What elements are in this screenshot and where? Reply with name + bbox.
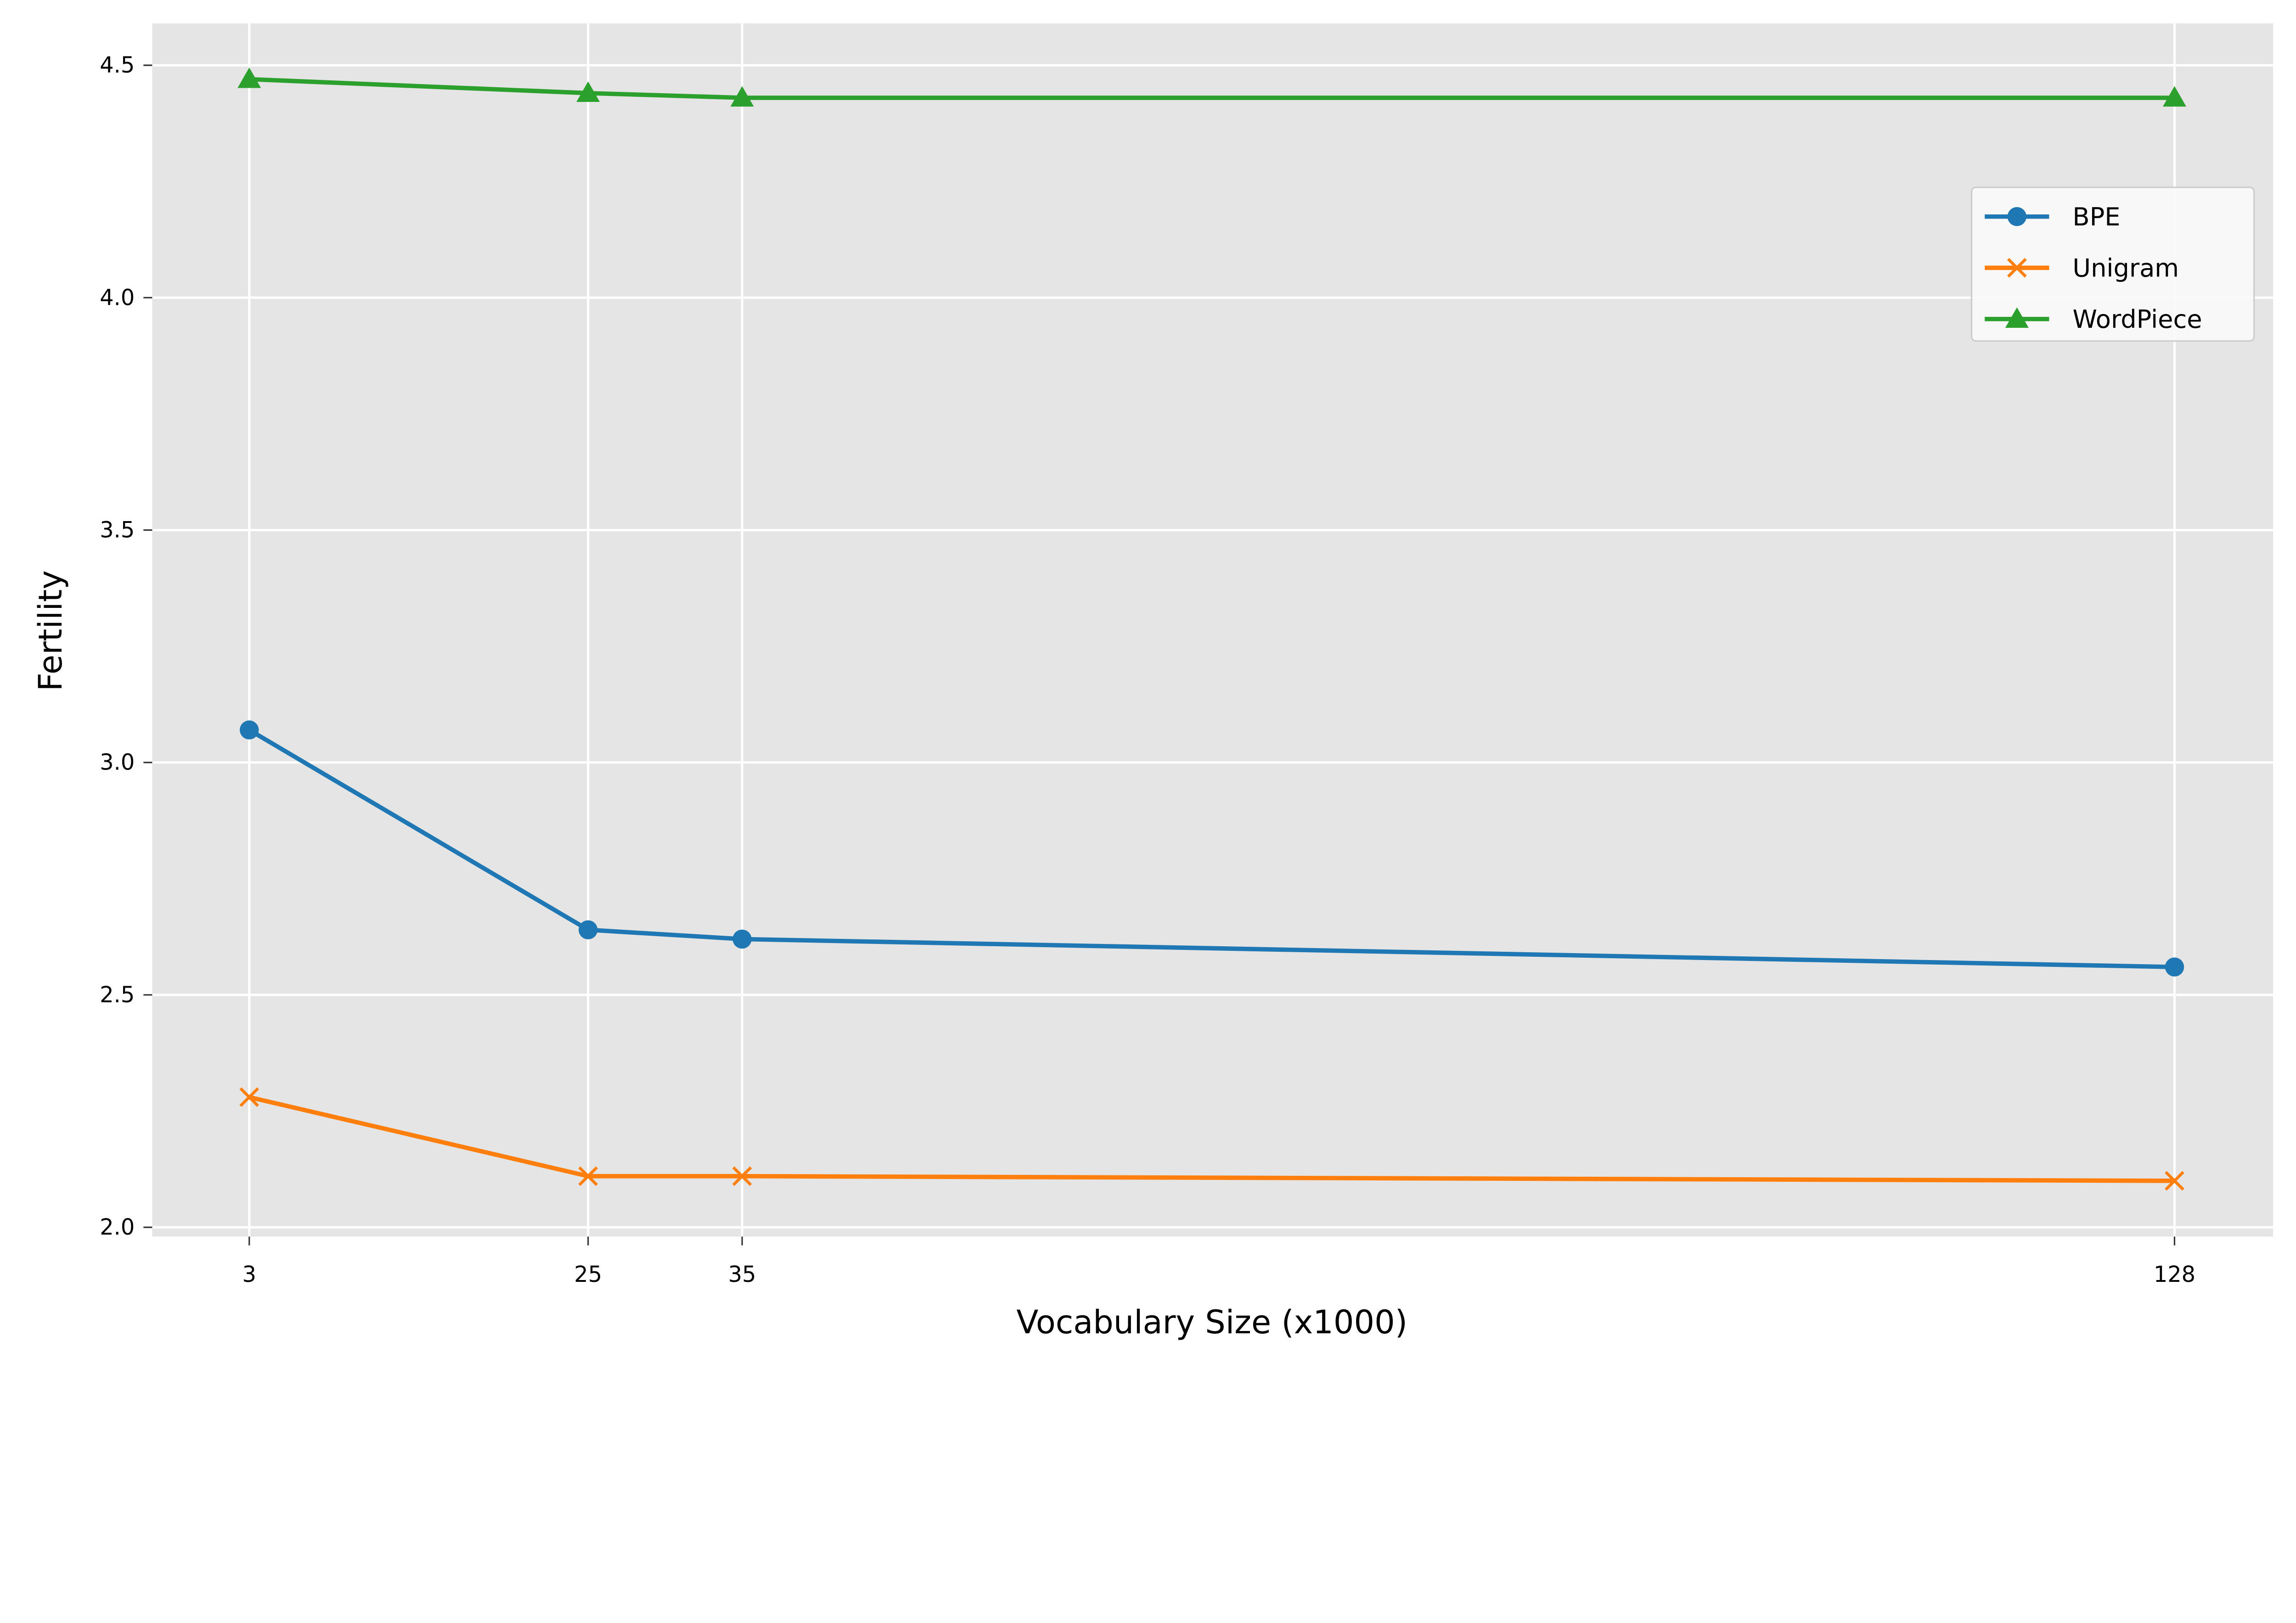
- legend-entry-unigram: Unigram: [1985, 253, 2179, 282]
- legend-label: BPE: [2072, 202, 2120, 231]
- data-point: [576, 81, 600, 102]
- legend: BPE Unigram WordPiece: [1970, 186, 2255, 342]
- legend-entry-wordpiece: WordPiece: [1985, 305, 2202, 334]
- series-line-bpe: [248, 728, 2175, 969]
- data-point: [730, 86, 754, 107]
- data-point: [732, 1166, 752, 1186]
- grid: [152, 23, 2273, 1237]
- data-point: [578, 920, 598, 939]
- y-ticks: 2.0 2.5 3.0 3.5 4.0 4.5: [100, 53, 152, 1240]
- y-tick-label: 3.0: [100, 750, 135, 775]
- data-point: [237, 67, 261, 88]
- line-chart: 3 25 35 128 2.0 2.5 3.0 3.5 4.0 4.5 Vocabulary S…: [32, 23, 2273, 1341]
- plot-background: [152, 23, 2273, 1237]
- legend-label: Unigram: [2072, 253, 2179, 282]
- data-point: [2165, 1171, 2184, 1191]
- data-point: [2162, 86, 2186, 107]
- legend-label: WordPiece: [2072, 305, 2202, 334]
- legend-marker: [2007, 207, 2027, 226]
- data-point: [578, 1166, 598, 1186]
- series-wordpiece: [237, 67, 2186, 107]
- data-point: [732, 929, 752, 949]
- series-group: [237, 67, 2186, 1191]
- series-line-unigram: [248, 1095, 2175, 1183]
- legend-entry-bpe: BPE: [1985, 202, 2120, 231]
- legend-marker: [2005, 307, 2029, 328]
- series-line-wordpiece: [249, 77, 2175, 100]
- y-tick-label: 4.5: [100, 53, 135, 78]
- series-bpe: [240, 720, 2184, 977]
- y-tick-label: 2.5: [100, 983, 135, 1008]
- x-ticks: 3 25 35 128: [242, 1236, 2195, 1287]
- x-tick-label: 35: [728, 1262, 756, 1287]
- y-tick-label: 4.0: [100, 285, 135, 310]
- x-tick-label: 128: [2154, 1262, 2195, 1287]
- data-point: [2165, 957, 2184, 977]
- x-axis-label: Vocabulary Size (x1000): [1016, 1303, 1407, 1341]
- data-point: [240, 720, 259, 740]
- legend-box: [1970, 186, 2255, 342]
- y-tick-label: 3.5: [100, 517, 135, 543]
- legend-marker: [2007, 258, 2027, 278]
- y-tick-label: 2.0: [100, 1215, 135, 1240]
- data-point: [239, 1087, 259, 1107]
- x-tick-label: 3: [242, 1262, 256, 1287]
- y-axis-label: Fertility: [32, 570, 69, 691]
- x-tick-label: 25: [574, 1262, 602, 1287]
- series-unigram: [239, 1087, 2184, 1191]
